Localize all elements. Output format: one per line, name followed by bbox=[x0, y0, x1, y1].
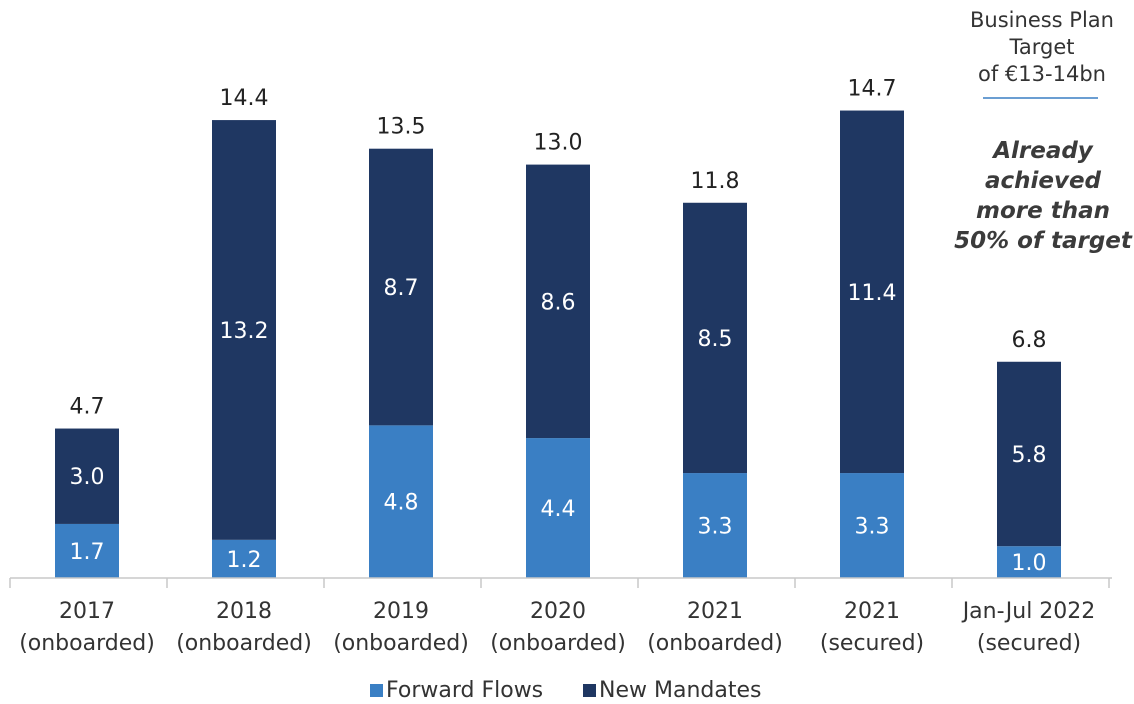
legend: Forward Flows New Mandates bbox=[370, 678, 761, 703]
label-total-3: 13.0 bbox=[534, 131, 583, 156]
category-label-2-0: 2019 bbox=[373, 599, 429, 624]
bar-new-mandates-5 bbox=[840, 110, 904, 474]
label-total-6: 6.8 bbox=[1012, 328, 1047, 353]
category-label-2-1: (onboarded) bbox=[333, 631, 469, 656]
label-new-mandates-6: 5.8 bbox=[1012, 443, 1047, 468]
category-label-4-1: (onboarded) bbox=[647, 631, 783, 656]
bar-forward-flows-1 bbox=[212, 539, 276, 578]
x-axis bbox=[9, 577, 1112, 588]
label-forward-flows-0: 1.7 bbox=[70, 540, 105, 565]
bar-forward-flows-0 bbox=[55, 523, 119, 578]
label-total-5: 14.7 bbox=[848, 77, 897, 102]
bar-new-mandates-4 bbox=[683, 202, 747, 474]
bar-new-mandates-6 bbox=[997, 361, 1061, 547]
category-label-5-0: 2021 bbox=[844, 599, 900, 624]
value-labels-layer: 1.7 3.0 4.7 1.2 13.2 14.4 4.8 8.7 13.5 4.4 8.6 13.0… bbox=[70, 77, 1047, 577]
bar-new-mandates-3 bbox=[526, 164, 590, 439]
bars-layer bbox=[55, 110, 1061, 578]
label-total-2: 13.5 bbox=[377, 115, 426, 140]
bar-new-mandates-1 bbox=[212, 120, 276, 540]
business-plan-line-1: Target bbox=[1009, 35, 1075, 59]
label-forward-flows-6: 1.0 bbox=[1012, 551, 1047, 576]
achieved-line-1: achieved bbox=[985, 168, 1102, 194]
label-total-4: 11.8 bbox=[691, 169, 740, 194]
legend-swatch-1 bbox=[583, 684, 596, 697]
target-annotation: Business Plan Target of €13-14bn Already ach… bbox=[954, 8, 1133, 254]
bar-new-mandates-0 bbox=[55, 428, 119, 524]
label-new-mandates-4: 8.5 bbox=[698, 327, 733, 352]
business-plan-line-0: Business Plan bbox=[970, 8, 1114, 32]
label-forward-flows-4: 3.3 bbox=[698, 515, 733, 540]
category-labels: 2017 (onboarded) 2018 (onboarded) 2019 (onboa… bbox=[19, 599, 1095, 656]
category-label-0-1: (onboarded) bbox=[19, 631, 155, 656]
category-label-4-0: 2021 bbox=[687, 599, 743, 624]
business-plan-line-2: of €13-14bn bbox=[978, 62, 1106, 86]
label-total-1: 14.4 bbox=[220, 86, 269, 111]
category-label-3-1: (onboarded) bbox=[490, 631, 626, 656]
category-label-6-1: (secured) bbox=[977, 631, 1081, 656]
label-new-mandates-1: 13.2 bbox=[220, 319, 269, 344]
bar-forward-flows-2 bbox=[369, 425, 433, 578]
label-forward-flows-5: 3.3 bbox=[855, 515, 890, 540]
label-forward-flows-2: 4.8 bbox=[384, 491, 419, 516]
label-new-mandates-5: 11.4 bbox=[848, 281, 897, 306]
category-label-3-0: 2020 bbox=[530, 599, 586, 624]
label-new-mandates-0: 3.0 bbox=[70, 465, 105, 490]
label-new-mandates-2: 8.7 bbox=[384, 276, 419, 301]
achieved-line-3: 50% of target bbox=[954, 228, 1133, 254]
bar-forward-flows-3 bbox=[526, 438, 590, 578]
legend-label-0: Forward Flows bbox=[386, 678, 543, 703]
achieved-line-0: Already bbox=[991, 138, 1094, 164]
label-forward-flows-3: 4.4 bbox=[541, 497, 576, 522]
achieved-line-2: more than bbox=[976, 198, 1110, 224]
bar-forward-flows-4 bbox=[683, 473, 747, 578]
bar-new-mandates-2 bbox=[369, 148, 433, 426]
bar-forward-flows-6 bbox=[997, 546, 1061, 578]
label-forward-flows-1: 1.2 bbox=[227, 548, 262, 573]
category-label-6-0: Jan-Jul 2022 bbox=[961, 599, 1096, 624]
category-label-1-0: 2018 bbox=[216, 599, 272, 624]
bar-forward-flows-5 bbox=[840, 473, 904, 578]
label-total-0: 4.7 bbox=[70, 395, 105, 420]
category-label-1-1: (onboarded) bbox=[176, 631, 312, 656]
legend-swatch-0 bbox=[370, 684, 383, 697]
label-new-mandates-3: 8.6 bbox=[541, 290, 576, 315]
category-label-5-1: (secured) bbox=[820, 631, 924, 656]
legend-label-1: New Mandates bbox=[599, 678, 761, 703]
category-label-0-0: 2017 bbox=[59, 599, 115, 624]
